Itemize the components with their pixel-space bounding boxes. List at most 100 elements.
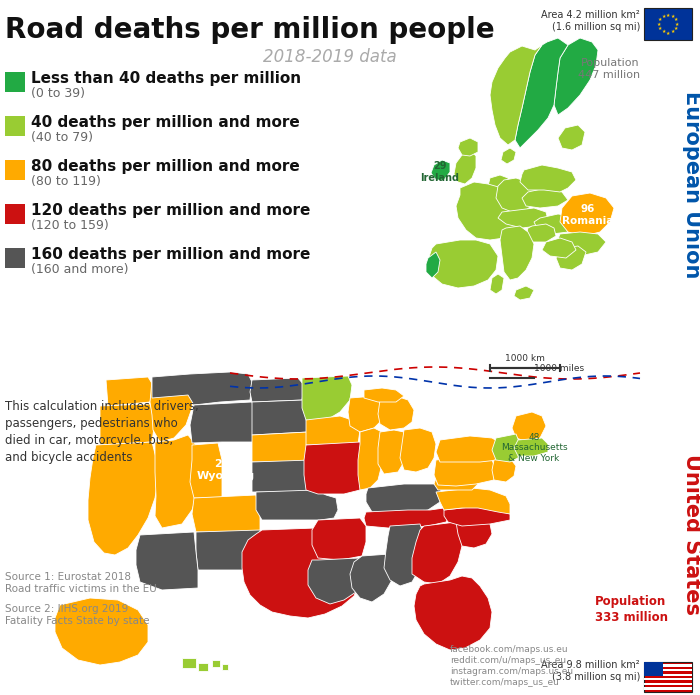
Polygon shape [490,274,504,294]
Text: 1000 km: 1000 km [505,354,545,363]
Polygon shape [498,208,548,228]
Polygon shape [312,518,366,560]
Text: 2018-2019 data: 2018-2019 data [263,48,397,66]
Text: Source 1: Eurostat 2018
Road traffic victims in the EU: Source 1: Eurostat 2018 Road traffic vic… [5,572,157,594]
Text: Road deaths per million people: Road deaths per million people [5,16,495,44]
Polygon shape [358,428,384,490]
Polygon shape [512,412,546,442]
Polygon shape [520,165,576,192]
Text: This calculation includes drivers,
passengers, pedestrians who
died in car, moto: This calculation includes drivers, passe… [5,400,199,464]
Text: Area 9.8 million km²
(3.8 million sq mi): Area 9.8 million km² (3.8 million sq mi) [541,660,640,682]
Polygon shape [428,240,498,288]
Bar [644,673,692,676]
Text: 29
Ireland: 29 Ireland [421,161,459,183]
Polygon shape [514,286,534,300]
Bar [5,160,25,180]
Polygon shape [560,193,614,236]
Polygon shape [150,378,194,442]
Bar [644,682,692,685]
Text: 96
Romania: 96 Romania [562,204,614,226]
Polygon shape [190,443,222,498]
Polygon shape [252,400,308,435]
Polygon shape [492,458,516,482]
Text: ★: ★ [658,17,662,22]
Polygon shape [458,138,478,156]
Polygon shape [348,396,382,432]
Polygon shape [412,522,462,584]
Polygon shape [556,232,606,256]
Bar [644,678,692,680]
Bar [5,248,25,268]
Polygon shape [152,372,252,405]
Polygon shape [454,150,476,184]
Text: (160 and more): (160 and more) [31,263,129,277]
Polygon shape [190,402,256,443]
Text: ★: ★ [658,26,662,31]
Text: facebook.com/maps.us.eu
reddit.com/u/maps_us_eu
instagram.com/maps.us.eu
twitter: facebook.com/maps.us.eu reddit.com/u/map… [450,645,573,687]
Bar [644,664,692,667]
Bar [644,8,692,40]
Text: ★: ★ [657,22,661,26]
Polygon shape [366,484,442,514]
Polygon shape [490,45,542,145]
Text: ★: ★ [666,31,670,35]
Text: European Union: European Union [682,91,700,279]
Polygon shape [554,38,598,115]
Text: Population
447 million: Population 447 million [578,58,640,81]
Polygon shape [456,518,492,548]
Text: ★: ★ [675,22,679,26]
Polygon shape [198,663,208,671]
Text: 40 deaths per million and more: 40 deaths per million and more [31,115,300,131]
Polygon shape [534,214,576,234]
Bar [644,687,692,689]
Polygon shape [501,148,516,164]
Polygon shape [350,554,394,602]
Bar [5,116,25,136]
Polygon shape [250,378,304,402]
Text: Source 2: IIHS.org 2019
Fatality Facts State by state: Source 2: IIHS.org 2019 Fatality Facts S… [5,604,150,626]
Text: Area 4.2 million km²
(1.6 million sq mi): Area 4.2 million km² (1.6 million sq mi) [541,10,640,33]
Polygon shape [431,160,450,180]
Text: 48
Massachusetts
& New York: 48 Massachusetts & New York [500,433,567,463]
Text: ★: ★ [671,14,675,19]
Polygon shape [522,188,568,208]
Polygon shape [88,442,158,555]
Polygon shape [302,376,352,422]
Polygon shape [444,506,510,526]
Polygon shape [434,456,496,486]
Polygon shape [212,660,220,667]
Text: 254
Wyoming: 254 Wyoming [197,459,255,481]
Text: United States: United States [682,455,700,616]
Polygon shape [55,598,148,665]
Polygon shape [252,432,312,462]
Polygon shape [252,460,316,492]
Text: (0 to 39): (0 to 39) [31,88,85,101]
Bar [644,662,663,676]
Text: 1000 miles: 1000 miles [534,364,584,373]
Polygon shape [515,38,568,148]
Polygon shape [426,252,440,278]
Text: 160 deaths per million and more: 160 deaths per million and more [31,247,310,263]
Text: ★: ★ [671,29,675,34]
Polygon shape [526,224,556,242]
Polygon shape [514,438,548,456]
Bar [5,72,25,92]
Text: 80 deaths per million and more: 80 deaths per million and more [31,159,300,174]
Polygon shape [182,658,196,668]
Polygon shape [400,428,436,472]
Polygon shape [434,474,478,490]
Polygon shape [196,530,262,570]
Polygon shape [378,396,414,430]
Polygon shape [556,246,586,270]
Text: ★: ★ [673,17,678,22]
Polygon shape [364,388,404,402]
Polygon shape [500,226,534,280]
Text: (40 to 79): (40 to 79) [31,131,93,145]
Bar [5,204,25,224]
Polygon shape [256,490,338,520]
Polygon shape [496,178,536,212]
Polygon shape [456,182,524,240]
Polygon shape [304,442,368,494]
Polygon shape [155,435,200,528]
Polygon shape [436,436,504,462]
